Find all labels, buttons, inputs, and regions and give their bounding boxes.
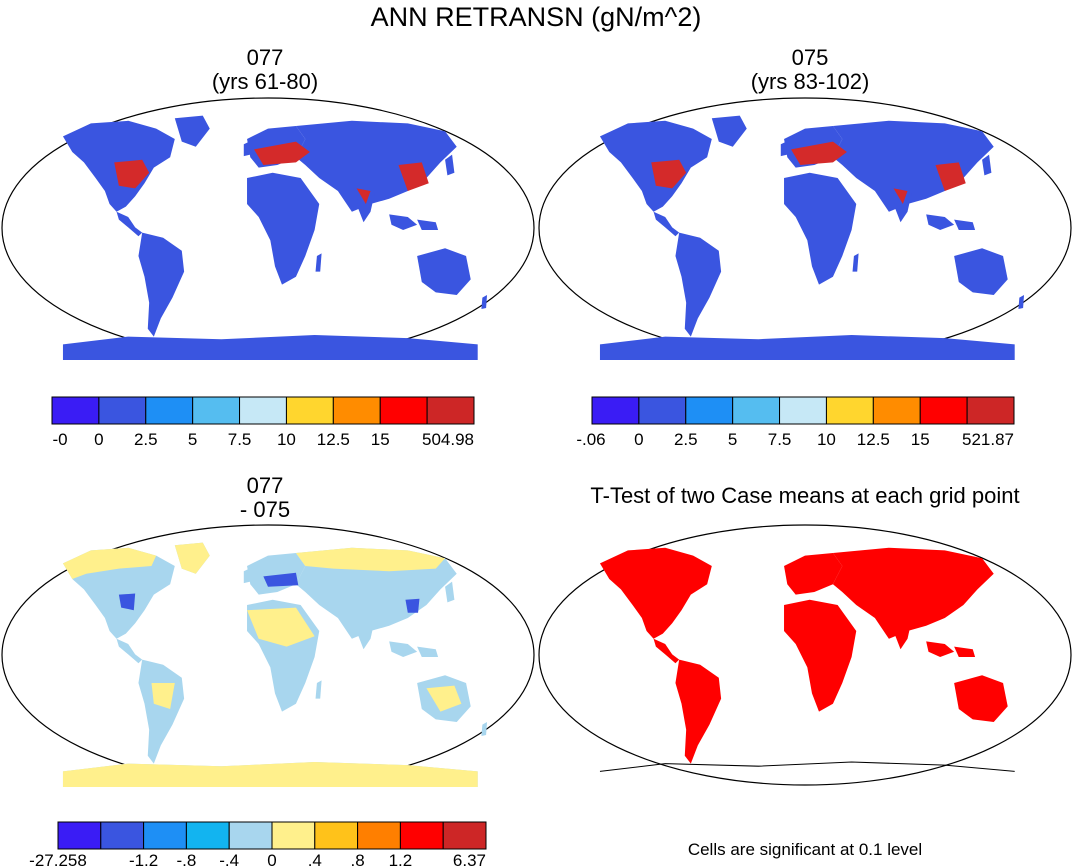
- colorbar-tick-label: 504.98: [422, 430, 474, 449]
- colorbar-tick-label: -.06: [576, 430, 605, 449]
- colorbar-box: [271, 821, 316, 850]
- map-panel-difference: [1, 524, 535, 787]
- colorbar-box: [591, 396, 640, 425]
- colorbar-tick-label: 5: [728, 430, 737, 449]
- significance-note: Cells are significant at 0.1 level: [687, 840, 923, 859]
- colorbar-difference: -27.258 -1.2 -.8 -.4 0 .4 .8 1.2 6.37: [29, 821, 487, 868]
- colorbar-box: [332, 396, 381, 425]
- colorbar-tick-label: 10: [817, 430, 836, 449]
- colorbar-box: [239, 396, 287, 425]
- colorbar-tick-label: 5: [188, 430, 197, 449]
- colorbar-box: [98, 396, 147, 425]
- antarctica-outline: [599, 761, 1015, 772]
- colorbar-tick-label: 7.5: [228, 430, 252, 449]
- colorbar-box: [228, 821, 273, 850]
- main-title: ANN RETRANSN (gN/m^2): [370, 2, 702, 32]
- map-panel-077: [1, 97, 535, 360]
- years-range: (yrs 83-102): [750, 69, 870, 94]
- colorbar-075: -.06 0 2.5 5 7.5 10 12.5 15 521.87: [576, 396, 1015, 449]
- panel-title-075: 075 (yrs 83-102): [660, 46, 960, 94]
- colorbar-box: [379, 396, 428, 425]
- colorbar-box: [143, 821, 187, 850]
- colorbar-tick-label: 0: [94, 430, 103, 449]
- colorbar-box: [872, 396, 921, 425]
- colorbar-tick-label: 10: [277, 430, 296, 449]
- colorbar-box: [685, 396, 734, 425]
- colorbar-tick-label: -.4: [219, 851, 239, 868]
- colorbar-tick-label: 12.5: [317, 430, 350, 449]
- panel-title-077: 077 (yrs 61-80): [115, 46, 415, 94]
- colorbar-box: [442, 821, 487, 850]
- colorbar-tick-label: 15: [911, 430, 930, 449]
- colorbar-box: [966, 396, 1015, 425]
- minus-case: - 075: [239, 497, 291, 522]
- map-panel-ttest: [538, 524, 1072, 786]
- colorbar-tick-label: 7.5: [768, 430, 792, 449]
- colorbar-tick-label: 1.2: [389, 851, 413, 868]
- colorbar-tick-label: 0: [634, 430, 643, 449]
- colorbar-tick-label: .4: [308, 851, 322, 868]
- panel-title-ttest: T-Test of two Case means at each grid po…: [590, 483, 1020, 508]
- case-name: 077: [246, 45, 284, 70]
- colorbar-tick-label: 521.87: [962, 430, 1014, 449]
- colorbar-box: [145, 396, 194, 425]
- colorbar-077: -0 0 2.5 5 7.5 10 12.5 15 504.98: [51, 396, 475, 449]
- colorbar-box: [399, 821, 444, 850]
- years-range: (yrs 61-80): [211, 69, 319, 94]
- colorbar-box: [825, 396, 874, 425]
- case-name: 077: [246, 473, 284, 498]
- colorbar-tick-label: 12.5: [857, 430, 890, 449]
- colorbar-tick-label: 15: [371, 430, 390, 449]
- colorbar-box: [57, 821, 102, 850]
- panel-title-difference: 077 - 075: [115, 474, 415, 522]
- colorbar-tick-label: -1.2: [129, 851, 158, 868]
- colorbar-box: [779, 396, 827, 425]
- colorbar-box: [285, 396, 334, 425]
- colorbar-tick-label: 2.5: [674, 430, 698, 449]
- significant-cells-red: [599, 547, 1008, 764]
- colorbar-tick-label: .8: [351, 851, 365, 868]
- colorbar-box: [732, 396, 781, 425]
- case-name: 075: [791, 45, 829, 70]
- colorbar-tick-label: -27.258: [29, 851, 87, 868]
- colorbar-box: [51, 396, 100, 425]
- colorbar-box: [919, 396, 968, 425]
- colorbar-box: [100, 821, 145, 850]
- colorbar-tick-label: 0: [267, 851, 276, 868]
- colorbar-box: [638, 396, 687, 425]
- colorbar-tick-label: -0: [52, 430, 67, 449]
- colorbar-box: [357, 821, 401, 850]
- colorbar-tick-label: -.8: [176, 851, 196, 868]
- map-panel-075: [538, 97, 1072, 360]
- colorbar-box: [426, 396, 475, 425]
- colorbar-tick-label: 2.5: [134, 430, 158, 449]
- colorbar-box: [192, 396, 241, 425]
- colorbar-tick-label: 6.37: [453, 851, 486, 868]
- colorbar-box: [314, 821, 359, 850]
- colorbar-box: [185, 821, 230, 850]
